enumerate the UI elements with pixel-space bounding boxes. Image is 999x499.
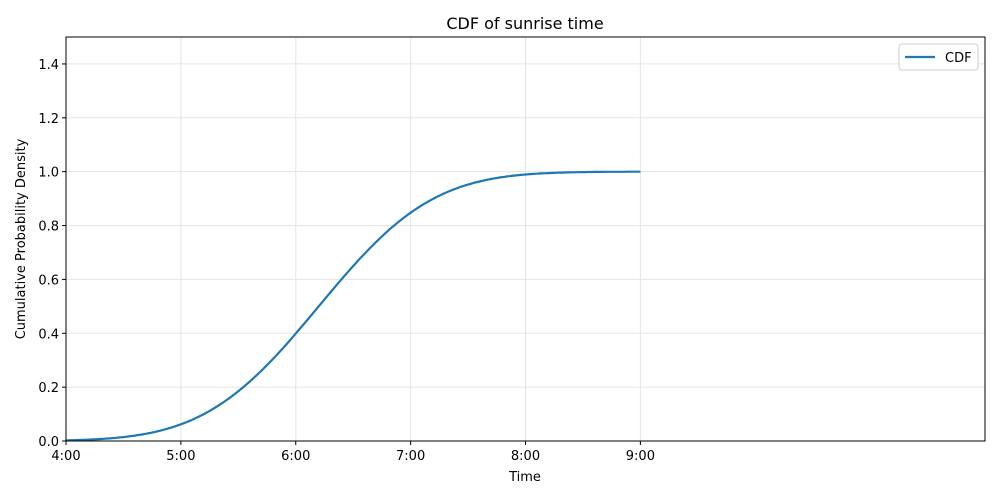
cdf-line	[65, 170, 641, 442]
y-tick-label: 0.2	[38, 381, 59, 396]
y-tick-label: 1.2	[38, 112, 59, 127]
x-axis-ticks: 4:00 5:00 6:00 7:00 8:00 9:00	[51, 441, 655, 464]
x-axis-label: Time	[508, 470, 541, 485]
x-tick-label: 9:00	[626, 449, 655, 464]
y-tick-label: 1.0	[38, 166, 59, 181]
x-tick-label: 7:00	[396, 449, 425, 464]
y-tick-label: 0.4	[38, 327, 59, 342]
y-tick-label: 1.4	[38, 58, 59, 73]
chart-title: CDF of sunrise time	[446, 14, 603, 33]
x-tick-label: 8:00	[511, 449, 540, 464]
x-tick-label: 6:00	[281, 449, 310, 464]
y-tick-label: 0.6	[38, 273, 59, 288]
y-axis-label: Cumulative Probability Density	[14, 138, 29, 339]
y-axis-ticks: 0.0 0.2 0.4 0.6 0.8 1.0 1.2 1.4	[38, 58, 66, 450]
legend: CDF	[898, 43, 979, 71]
y-tick-label: 0.8	[38, 220, 59, 235]
y-tick-label: 0.0	[38, 435, 59, 450]
legend-label: CDF	[945, 51, 972, 66]
grid-lines	[65, 37, 985, 442]
x-tick-label: 5:00	[166, 449, 195, 464]
x-tick-label: 4:00	[51, 449, 80, 464]
